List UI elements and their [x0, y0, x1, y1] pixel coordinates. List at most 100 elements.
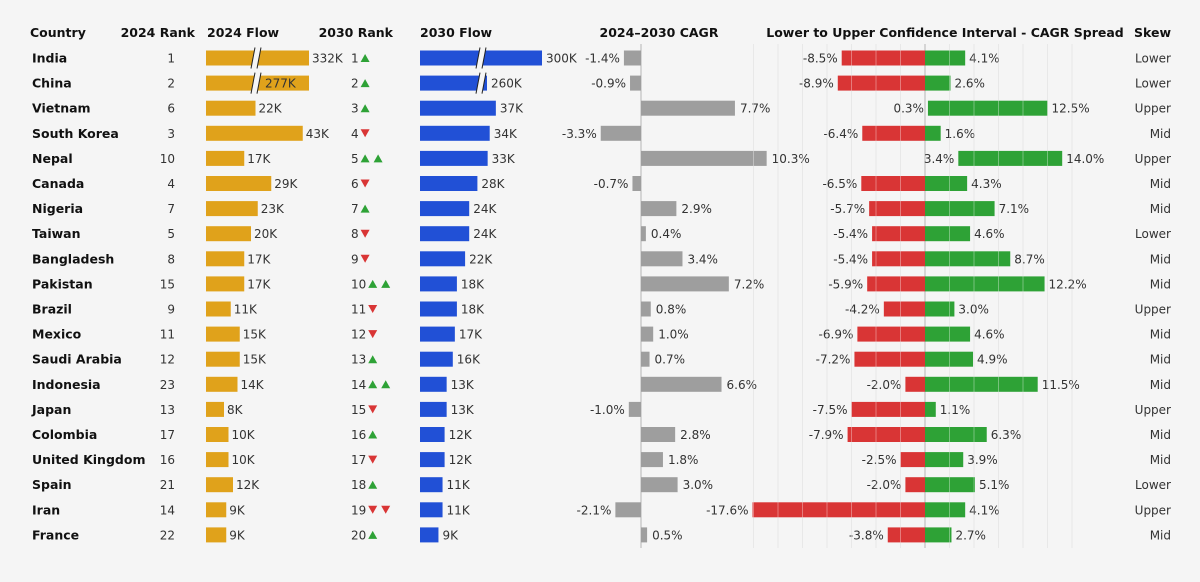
table-row: Canada 4 6 Mid 29K 28K -0.7% -6.5% 4.3% [32, 176, 1171, 191]
flow-2030-bar [420, 326, 455, 342]
ci-lower-bar [752, 502, 925, 518]
country-label: United Kingdom [32, 452, 145, 467]
ci-upper-label: 12.5% [1052, 102, 1090, 116]
flow-2024-bar [206, 176, 272, 191]
table-row: Colombia 17 16 Mid 10K 12K 2.8% -7.9% 6.3% [32, 427, 1171, 442]
ci-upper-bar [925, 201, 995, 217]
flow-2024-label: 9K [229, 528, 246, 542]
axis-break-mark [250, 47, 256, 69]
flow-2030-label: 37K [500, 102, 524, 116]
ci-upper-bar [925, 326, 971, 342]
rank-up-arrow [360, 204, 370, 213]
axis-break-mark [475, 72, 481, 94]
table-row: Nepal 10 5 Upper 17K 33K 10.3% 3.4% 14.0% [32, 150, 1171, 166]
ci-upper-label: 4.9% [977, 353, 1008, 367]
flow-2024-bar [206, 226, 251, 242]
header-skew: Skew [1134, 25, 1171, 40]
axis-break-gap [476, 47, 486, 69]
cagr-label: 2.8% [680, 428, 711, 442]
ci-lower-bar [905, 376, 925, 392]
rank-up-arrow [368, 279, 378, 288]
rank-2024-value: 11 [160, 328, 175, 342]
rank-2030-value: 12 [351, 328, 366, 342]
ci-gridlines [753, 44, 1073, 548]
rank-2024-value: 9 [167, 303, 175, 317]
table-row: Mexico 11 12 Mid 15K 17K 1.0% -6.9% 4.6% [32, 326, 1171, 342]
ci-upper-label: 4.1% [969, 503, 1000, 517]
cagr-bar [641, 527, 648, 543]
ci-upper-label: 2.6% [954, 77, 985, 91]
flow-2024-bar [206, 527, 227, 543]
flow-2030-bar [420, 376, 447, 392]
rank-2024-value: 14 [160, 503, 175, 517]
ci-lower-bar [887, 527, 925, 543]
rank-down-arrow [360, 179, 370, 188]
cagr-bar [641, 301, 651, 317]
country-label: Spain [32, 477, 72, 492]
country-label: Brazil [32, 302, 72, 317]
cagr-bar [641, 201, 677, 217]
flow-2030-bar [420, 125, 490, 141]
table-row: Spain 21 18 Lower 12K 11K 3.0% -2.0% 5.1% [32, 477, 1171, 493]
ci-lower-label: -8.5% [803, 52, 838, 66]
flow-2024-label: 29K [274, 177, 298, 191]
rank-2030-value: 3 [351, 102, 359, 116]
ci-lower-label: -6.9% [819, 328, 854, 342]
ci-upper-label: 8.7% [1014, 252, 1045, 266]
axis-break-gap [476, 72, 486, 94]
rank-2024-value: 5 [167, 227, 175, 241]
rank-up-arrow [381, 279, 391, 288]
ci-upper-bar [925, 376, 1038, 392]
ci-upper-label: 4.3% [971, 177, 1002, 191]
cagr-label: 6.6% [727, 378, 758, 392]
flow-2030-bar [420, 427, 445, 442]
flow-2024-label: 10K [232, 428, 256, 442]
rank-2024-value: 2 [167, 77, 175, 91]
flow-2030-bar [420, 75, 487, 91]
cagr-label: -0.7% [594, 177, 629, 191]
flow-2030-label: 28K [481, 177, 505, 191]
rank-up-arrow [368, 530, 378, 539]
axis-break-mark [256, 47, 262, 69]
flow-2024-label: 12K [236, 478, 260, 492]
rank-down-arrow [368, 405, 378, 414]
ci-upper-label: 5.1% [979, 478, 1010, 492]
header-rank-2030: 2030 Rank [319, 25, 394, 40]
flow-2024-label: 22K [259, 102, 283, 116]
country-label: France [32, 527, 79, 542]
rank-up-arrow [360, 154, 370, 163]
table-row: France 22 20 Mid 9K 9K 0.5% -3.8% 2.7% [32, 527, 1171, 543]
flow-2024-bar [206, 452, 229, 468]
ci-lower-label: -3.8% [849, 528, 884, 542]
flow-2030-label: 11K [447, 503, 471, 517]
ci-lower-label: -2.0% [867, 478, 902, 492]
rank-up-arrow [360, 79, 370, 88]
cagr-label: 3.0% [683, 478, 714, 492]
ci-lower-label: -8.9% [799, 77, 834, 91]
ci-lower-label: -5.4% [833, 227, 868, 241]
skew-value: Mid [1150, 528, 1171, 542]
skew-value: Mid [1150, 177, 1171, 191]
ci-lower-bar [854, 351, 925, 367]
cagr-label: 1.8% [668, 453, 699, 467]
flow-2024-label: 11K [234, 303, 258, 317]
rank-down-arrow [368, 455, 378, 464]
rank-2024-value: 21 [160, 478, 175, 492]
flow-2024-label: 20K [254, 227, 278, 241]
cagr-label: 10.3% [772, 152, 810, 166]
flow-2030-label: 18K [461, 277, 485, 291]
ci-upper-bar [925, 226, 971, 242]
flow-2030-bar [420, 351, 453, 367]
flow-2024-bar [206, 301, 231, 317]
table-row: China 2 2 Lower 277K 260K -0.9% -8.9% 2.6% [32, 72, 1171, 94]
rank-2024-value: 3 [167, 127, 175, 141]
cagr-bar [641, 251, 683, 267]
flow-2030-label: 34K [494, 127, 518, 141]
cagr-label: 0.7% [655, 353, 686, 367]
flow-2024-label: 15K [243, 328, 267, 342]
skew-value: Upper [1135, 403, 1171, 417]
rank-up-arrow [368, 355, 378, 364]
header-rank-2024: 2024 Rank [121, 25, 196, 40]
skew-value: Lower [1135, 77, 1171, 91]
flow-2024-bar [206, 251, 245, 267]
